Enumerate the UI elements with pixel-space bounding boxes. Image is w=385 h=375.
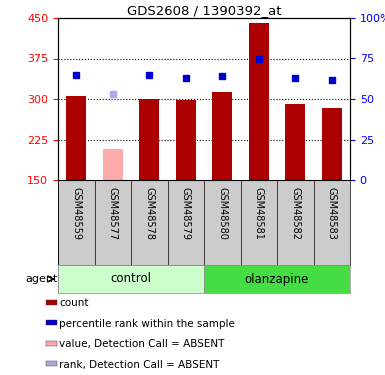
Text: GSM48583: GSM48583 [327, 187, 337, 240]
Title: GDS2608 / 1390392_at: GDS2608 / 1390392_at [127, 4, 281, 17]
Bar [285, 104, 305, 180]
Text: control: control [110, 273, 152, 285]
Bar [46, 341, 57, 346]
Text: GSM48581: GSM48581 [254, 187, 264, 240]
Text: GSM48577: GSM48577 [108, 187, 118, 240]
Text: GSM48579: GSM48579 [181, 187, 191, 240]
Bar [139, 99, 159, 180]
Bar [66, 96, 86, 180]
Bar [58, 265, 204, 293]
Text: rank, Detection Call = ABSENT: rank, Detection Call = ABSENT [59, 360, 219, 370]
Bar [176, 100, 196, 180]
Bar [322, 108, 342, 180]
Bar [46, 320, 57, 326]
Text: GSM48580: GSM48580 [217, 187, 227, 240]
Bar [46, 300, 57, 305]
Text: GSM48559: GSM48559 [71, 187, 81, 240]
Bar [212, 92, 232, 180]
Text: agent: agent [25, 274, 57, 284]
Bar [204, 265, 350, 293]
Text: olanzapine: olanzapine [245, 273, 309, 285]
Text: GSM48582: GSM48582 [290, 187, 300, 240]
Bar [103, 149, 123, 180]
Text: count: count [59, 298, 89, 308]
Bar [249, 23, 269, 180]
Text: percentile rank within the sample: percentile rank within the sample [59, 319, 235, 329]
Text: GSM48578: GSM48578 [144, 187, 154, 240]
Bar [46, 362, 57, 366]
Text: value, Detection Call = ABSENT: value, Detection Call = ABSENT [59, 339, 224, 349]
